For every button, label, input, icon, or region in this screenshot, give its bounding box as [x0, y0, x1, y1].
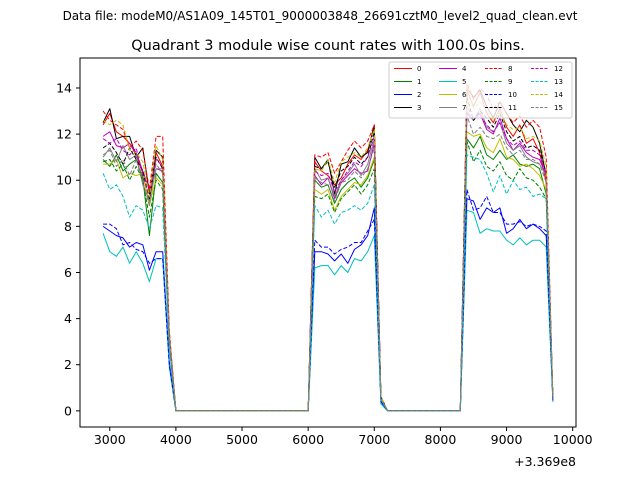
series-line-13 — [102, 154, 554, 412]
x-tick-label: 3000 — [94, 432, 126, 447]
series-line-1 — [102, 135, 554, 412]
legend-label-12: 12 — [554, 65, 563, 73]
legend-label-7: 7 — [462, 104, 466, 112]
x-tick-label: 4000 — [160, 432, 192, 447]
figure-suptitle: Data file: modeM0/AS1A09_145T01_90000038… — [63, 9, 578, 23]
x-tick-label: 5000 — [226, 432, 258, 447]
series-line-9 — [102, 140, 554, 412]
x-tick-label: 7000 — [358, 432, 390, 447]
y-tick-label: 8 — [64, 219, 72, 234]
y-axis: 0 2 4 6 8 10 12 14 — [56, 80, 80, 418]
legend-label-14: 14 — [554, 91, 563, 99]
series-layer — [102, 82, 554, 412]
legend-label-2: 2 — [417, 91, 421, 99]
legend-label-0: 0 — [417, 65, 421, 73]
series-line-10 — [103, 189, 554, 412]
series-line-12 — [102, 105, 554, 412]
x-axis: 3000 4000 5000 6000 7000 8000 9000 10000 — [94, 427, 593, 447]
chart-title: Quadrant 3 module wise count rates with … — [131, 38, 525, 54]
legend-label-9: 9 — [508, 78, 512, 86]
legend-frame — [388, 61, 573, 119]
axes-frame — [79, 57, 577, 428]
y-tick-label: 0 — [64, 403, 72, 418]
y-tick-label: 10 — [56, 173, 72, 188]
series-line-14 — [102, 85, 554, 412]
legend-label-6: 6 — [462, 91, 467, 99]
y-tick-label: 14 — [56, 80, 72, 95]
x-tick-label: 6000 — [292, 432, 324, 447]
series-line-5 — [102, 209, 554, 412]
y-tick-label: 6 — [64, 265, 72, 280]
legend-label-4: 4 — [462, 65, 467, 73]
series-line-15 — [102, 115, 554, 412]
legend-label-8: 8 — [508, 65, 512, 73]
y-tick-label: 2 — [64, 357, 72, 372]
legend-label-5: 5 — [462, 78, 466, 86]
legend-label-15: 15 — [554, 104, 563, 112]
x-tick-label: 10000 — [553, 432, 593, 447]
legend-label-1: 1 — [417, 78, 421, 86]
y-tick-label: 12 — [56, 127, 72, 142]
legend-label-10: 10 — [508, 91, 517, 99]
series-line-3 — [102, 87, 554, 412]
legend-label-3: 3 — [417, 104, 421, 112]
legend-label-13: 13 — [554, 78, 563, 86]
legend-label-11: 11 — [508, 104, 517, 112]
x-axis-offset-label: +3.369e8 — [514, 454, 576, 469]
series-line-6 — [103, 131, 554, 412]
x-tick-label: 9000 — [491, 432, 523, 447]
y-tick-label: 4 — [64, 311, 72, 326]
x-tick-label: 8000 — [425, 432, 457, 447]
series-line-8 — [102, 82, 554, 412]
